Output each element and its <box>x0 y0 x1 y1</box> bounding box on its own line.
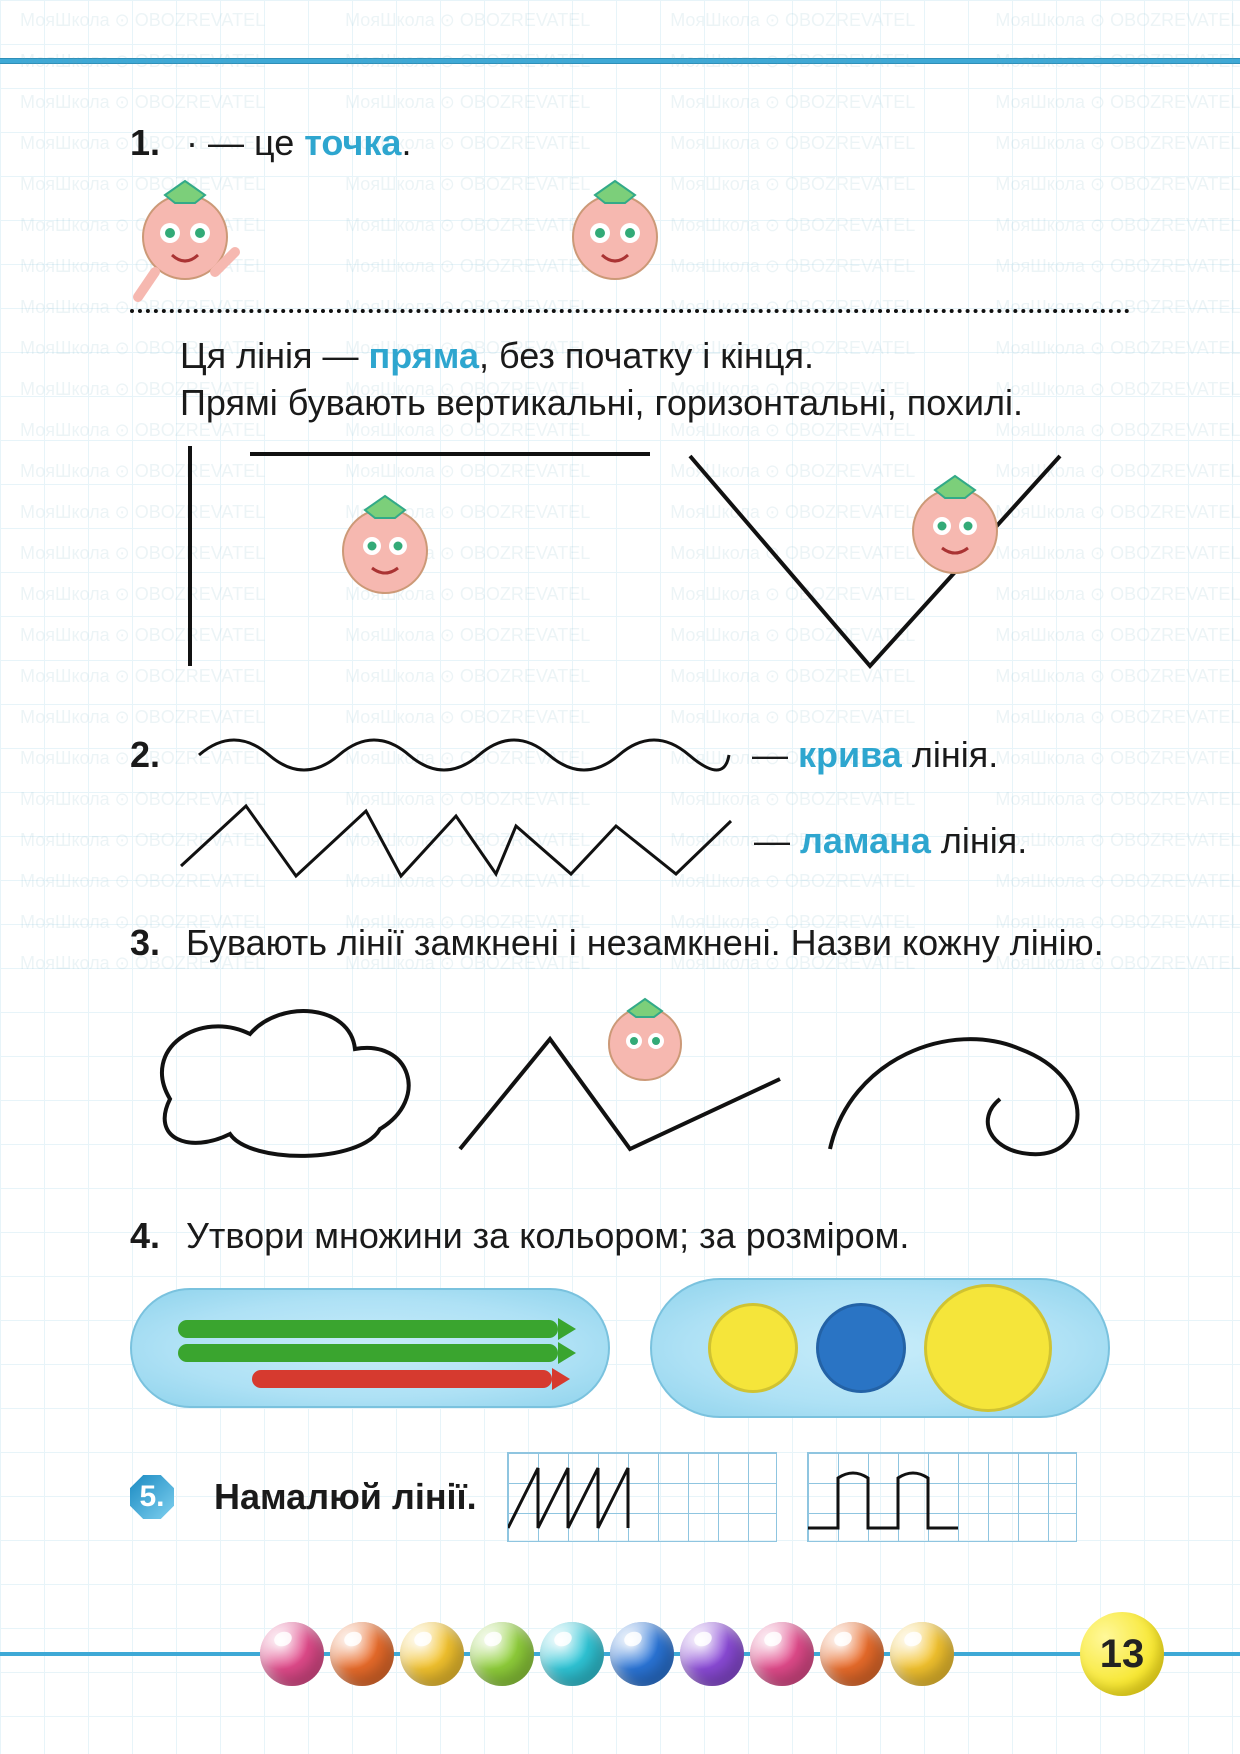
character-icon <box>343 496 427 593</box>
task-1-text-after: . <box>401 122 411 163</box>
character-icon <box>913 476 997 573</box>
character-icon <box>609 999 681 1080</box>
wavy-line <box>194 720 734 790</box>
circle-shape <box>708 1303 798 1393</box>
task-5: 5.5. Намалюй лінії. <box>130 1452 1130 1542</box>
label-lamana: — ламана лінія. <box>754 818 1027 865</box>
circle-shape <box>816 1303 906 1393</box>
task-2-row-1: 2. — крива лінія. <box>130 720 1130 790</box>
bead-icon <box>820 1622 884 1686</box>
bead-icon <box>470 1622 534 1686</box>
task-1-l2b: , без початку і кінця. <box>479 335 814 376</box>
task-1-line-3: Прямі бувають вертикальні, горизонтальні… <box>180 380 1130 427</box>
bead-icon <box>680 1622 744 1686</box>
practice-grid-squarewave <box>807 1452 1077 1542</box>
task-1-illustration <box>130 177 1130 327</box>
circles-group <box>650 1278 1110 1418</box>
task-2-number: 2. <box>130 732 176 779</box>
bead-icon <box>400 1622 464 1686</box>
task-1-l2a: Ця лінія — <box>180 335 369 376</box>
pencil-icon <box>178 1320 558 1338</box>
bead-icon <box>540 1622 604 1686</box>
page-number: 13 <box>1080 1612 1164 1696</box>
bead-icon <box>890 1622 954 1686</box>
label-kryva-rest: лінія. <box>902 734 998 775</box>
bead-icon <box>330 1622 394 1686</box>
keyword-kryva: крива <box>798 734 902 775</box>
task-4: 4. Утвори множини за кольором; за розмір… <box>130 1213 1130 1418</box>
practice-grid-zigzag <box>507 1452 777 1542</box>
task-3-text: Бувають лінії замкнені і незамкнені. Наз… <box>186 922 1104 963</box>
broken-line <box>176 796 736 886</box>
task-1-line-1: 1. · — це точка. <box>130 120 1130 167</box>
closed-blob <box>162 1011 409 1156</box>
bead-icon <box>750 1622 814 1686</box>
page-content: 1. · — це точка. Ц <box>130 120 1130 1576</box>
keyword-tochka: точка <box>304 122 401 163</box>
keyword-pryama: пряма <box>369 335 479 376</box>
pencil-icon <box>178 1344 558 1362</box>
open-curve <box>830 1039 1078 1154</box>
task-3-figure <box>130 979 1110 1179</box>
task-4-text: Утвори множини за кольором; за розміром. <box>186 1215 909 1256</box>
keyword-lamana: ламана <box>800 820 931 861</box>
pencils-group <box>130 1288 610 1408</box>
circle-shape <box>924 1284 1052 1412</box>
pencil-icon <box>252 1370 552 1388</box>
dotted-straight-line <box>130 309 1130 313</box>
top-horizontal-rule <box>0 58 1240 64</box>
task-1: 1. · — це точка. Ц <box>130 120 1130 686</box>
label-kryva: — крива лінія. <box>752 732 998 779</box>
task-5-badge-icon: 5.5. <box>130 1475 174 1519</box>
oblique-v-line <box>690 456 1060 666</box>
task-2: 2. — крива лінія. — ламана лінія. <box>130 720 1130 886</box>
task-4-number: 4. <box>130 1213 176 1260</box>
task-4-figure <box>130 1278 1130 1418</box>
task-1-line-2: Ця лінія — пряма, без початку і кінця. <box>180 333 1130 380</box>
page-number-text: 13 <box>1100 1632 1145 1677</box>
task-2-row-2: — ламана лінія. <box>176 796 1130 886</box>
task-5-text: Намалюй лінії. <box>214 1474 477 1521</box>
task-1-lines-figure <box>130 426 1110 686</box>
task-1-number: 1. <box>130 120 176 167</box>
bead-icon <box>260 1622 324 1686</box>
character-icon <box>550 177 680 317</box>
label-lamana-rest: лінія. <box>931 820 1027 861</box>
task-3-number: 3. <box>130 920 176 967</box>
task-3: 3. Бувають лінії замкнені і незамкнені. … <box>130 920 1130 1179</box>
character-icon <box>120 177 250 317</box>
bead-icon <box>610 1622 674 1686</box>
abacus-beads <box>260 1622 954 1686</box>
task-1-text-before: · — це <box>186 122 304 163</box>
